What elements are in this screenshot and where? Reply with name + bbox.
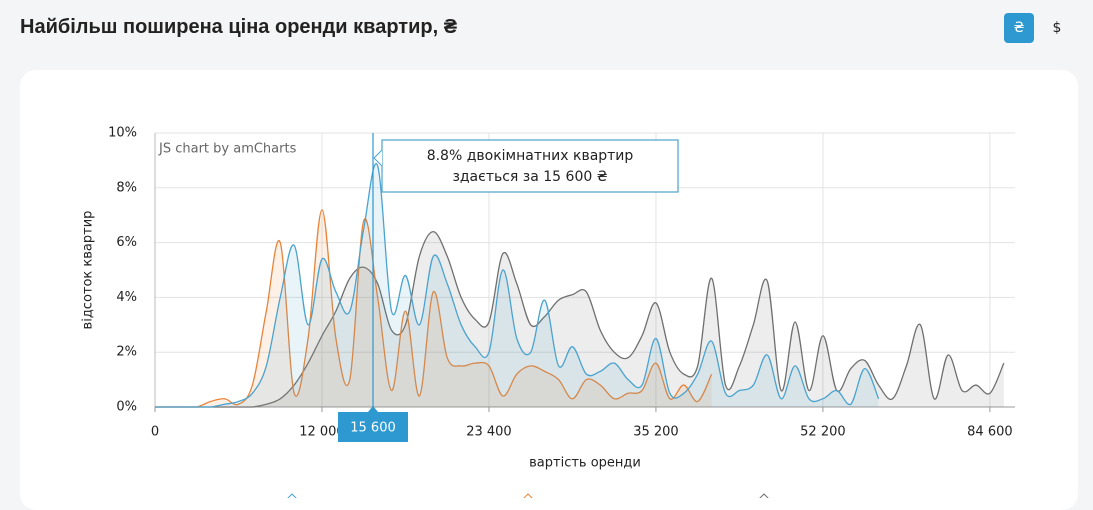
x-axis-label: вартість оренди [529,456,641,471]
cursor-label-box [338,412,408,442]
y-tick-label: 8% [116,180,137,195]
currency-button[interactable]: $ [1052,20,1062,36]
y-tick-label: 2% [116,345,137,360]
y-axis-label: відсоток квартир [81,211,96,330]
x-tick-label: 84 600 [967,425,1013,440]
x-tick-label: 0 [151,425,159,440]
chart: JS chart by amCharts вартість оренди від… [81,126,1015,498]
y-tick-label: 10% [108,126,137,141]
series-area [155,163,879,407]
x-tick-label: 52 200 [800,425,846,440]
page: Найбільш поширена ціна оренди квартир, ₴… [20,13,1078,510]
series-line [154,230,1005,408]
tooltip-box [381,139,679,193]
y-tick-label: 0% [116,400,137,415]
cursor-label-arrow [368,406,378,412]
series-line [154,209,713,408]
tooltip-text: 8.8% двокімнатних квартир [427,148,634,164]
series-line [154,163,880,408]
cursor-label: 15 600 [350,421,396,436]
x-tick-label: 23 400 [466,425,512,440]
tooltip-text: здається за 15 600 ₴ [452,169,607,185]
series-area [155,209,712,407]
y-tick-label: 6% [116,235,137,250]
tooltip-arrow [373,149,383,167]
y-tick-label: 4% [116,290,137,305]
page-title: Найбільш поширена ціна оренди квартир, ₴ [20,16,458,38]
legend-marker [523,493,533,498]
watermark: JS chart by amCharts [158,142,297,157]
x-tick-label: 35 200 [633,425,679,440]
series-area [155,231,1004,407]
x-tick-label: 12 000 [299,425,345,440]
legend-marker [759,493,769,498]
currency-button[interactable]: ₴ [1004,13,1034,43]
legend-marker [287,493,297,498]
